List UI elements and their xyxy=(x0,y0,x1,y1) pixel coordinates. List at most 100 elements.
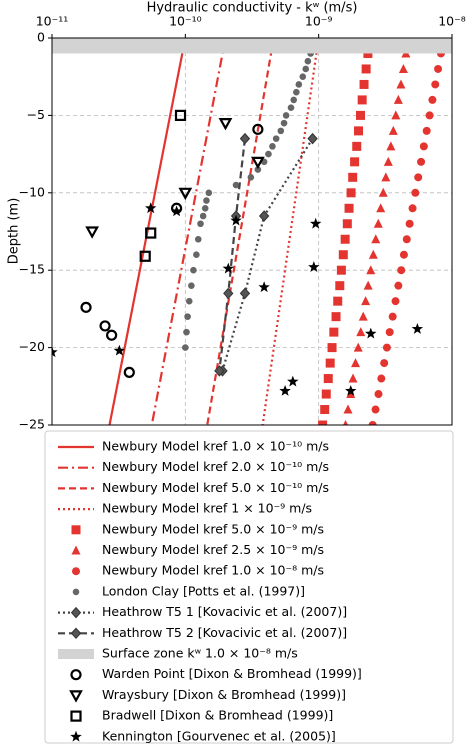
marker xyxy=(346,389,356,399)
marker xyxy=(373,218,383,228)
marker xyxy=(386,141,396,151)
marker xyxy=(70,669,82,681)
marker xyxy=(205,189,213,197)
marker xyxy=(70,730,82,742)
marker xyxy=(398,63,408,73)
marker xyxy=(342,219,352,229)
marker xyxy=(69,690,83,703)
marker xyxy=(201,204,209,212)
legend-label: Newbury Model kref 5.0 × 10⁻⁹ m/s xyxy=(102,521,324,536)
marker xyxy=(277,127,285,135)
marker xyxy=(302,65,310,73)
marker xyxy=(397,266,406,275)
marker xyxy=(402,235,411,244)
marker xyxy=(252,123,264,135)
marker xyxy=(185,297,193,305)
marker xyxy=(411,323,424,334)
legend-label: Newbury Model kref 2.5 × 10⁻⁹ m/s xyxy=(102,542,324,557)
legend-box xyxy=(44,430,454,744)
plot-area xyxy=(52,38,452,425)
marker xyxy=(251,156,265,170)
marker xyxy=(194,235,202,243)
marker xyxy=(193,251,200,259)
marker xyxy=(346,188,356,198)
legend-label: Wraysbury [Dixon & Bromhead (1999)] xyxy=(102,687,346,702)
marker xyxy=(419,142,428,151)
marker xyxy=(382,343,391,352)
marker xyxy=(376,203,386,213)
legend-label: Newbury Model kref 5.0 × 10⁻¹⁰ m/s xyxy=(102,480,329,495)
marker xyxy=(287,104,295,111)
marker xyxy=(380,359,389,368)
series-line xyxy=(218,138,247,371)
marker xyxy=(85,226,100,239)
marker xyxy=(381,172,391,182)
legend-label: Newbury Model kref 1.0 × 10⁻¹⁰ m/s xyxy=(102,439,329,454)
marker xyxy=(333,296,343,306)
legend: Newbury Model kref 1.0 × 10⁻¹⁰ m/s Newbur… xyxy=(58,439,362,743)
marker xyxy=(344,203,354,213)
legend-label: London Clay [Potts et al. (1997)] xyxy=(102,583,305,598)
marker xyxy=(307,132,318,145)
marker xyxy=(174,109,187,122)
legend-label: Newbury Model kref 1.0 × 10⁻⁸ m/s xyxy=(102,563,324,578)
marker xyxy=(391,297,400,306)
legend-label: Newbury Model kref 1 × 10⁻⁹ m/s xyxy=(102,501,312,516)
series-line xyxy=(150,38,227,425)
marker xyxy=(408,204,417,213)
y-tick-label: −15 xyxy=(19,262,45,277)
y-tick-label: −10 xyxy=(19,184,45,199)
marker xyxy=(371,405,380,414)
x-tick-label: 10⁻⁸ xyxy=(438,14,466,29)
marker xyxy=(393,94,403,104)
marker xyxy=(366,265,376,275)
marker xyxy=(320,405,330,415)
marker xyxy=(356,327,366,337)
legend-label: Surface zone kʷ 1.0 × 10⁻⁸ m/s xyxy=(102,646,298,661)
marker xyxy=(239,132,251,145)
marker xyxy=(336,265,346,275)
marker xyxy=(223,287,234,300)
marker xyxy=(254,166,262,173)
marker xyxy=(71,525,81,535)
marker xyxy=(239,287,251,300)
marker xyxy=(325,358,335,368)
marker xyxy=(414,173,423,182)
marker xyxy=(304,57,312,65)
marker xyxy=(72,588,80,596)
marker xyxy=(145,227,157,239)
marker xyxy=(145,202,157,214)
marker xyxy=(293,88,300,96)
marker xyxy=(368,249,378,259)
marker xyxy=(340,234,350,244)
marker xyxy=(113,344,126,356)
grid xyxy=(51,37,453,426)
marker xyxy=(348,373,358,383)
marker xyxy=(359,79,369,89)
marker xyxy=(265,150,272,158)
surface-band xyxy=(52,38,452,54)
marker xyxy=(327,343,337,353)
marker xyxy=(411,188,420,197)
marker xyxy=(383,156,393,166)
legend-label: Warden Point [Dixon & Bromhead (1999)] xyxy=(102,666,362,681)
x-tick-label: 10⁻¹⁰ xyxy=(169,14,202,29)
marker xyxy=(329,327,339,337)
marker xyxy=(218,118,233,131)
marker xyxy=(232,181,240,189)
marker xyxy=(361,296,371,306)
marker xyxy=(378,187,388,197)
plot-frame xyxy=(51,37,453,426)
marker xyxy=(350,157,360,167)
marker xyxy=(190,266,197,274)
marker xyxy=(358,311,368,321)
y-tick-label: −20 xyxy=(19,339,45,354)
marker xyxy=(357,95,367,105)
marker xyxy=(308,261,320,272)
marker xyxy=(99,320,111,332)
marker xyxy=(247,174,255,181)
series-line xyxy=(108,38,187,425)
marker xyxy=(318,420,328,425)
legend-label: Newbury Model kref 2.0 × 10⁻¹⁰ m/s xyxy=(102,459,329,474)
